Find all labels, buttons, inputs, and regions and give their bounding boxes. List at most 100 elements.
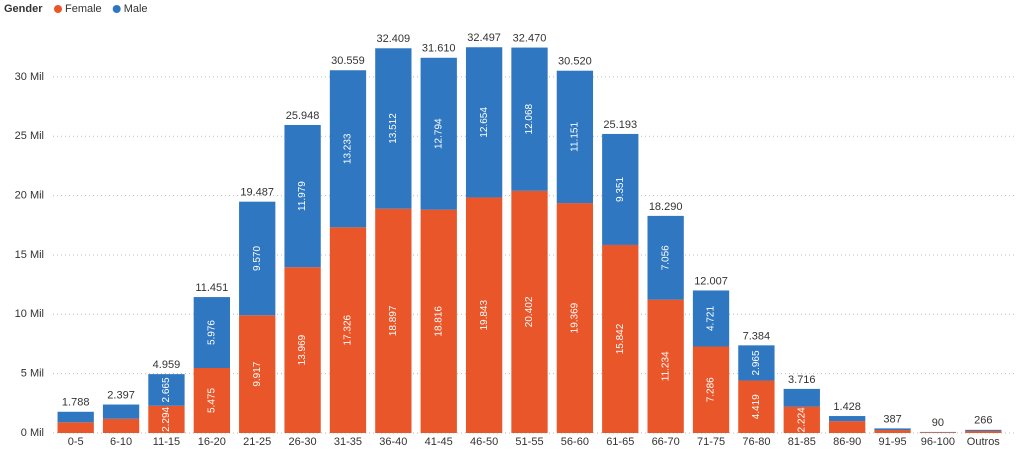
bar-segment [284,124,321,268]
total-label: 32.497 [467,32,501,44]
segment-label: 4.721 [706,306,717,331]
bar-segment [57,411,94,423]
total-label: 30.520 [558,56,592,68]
y-tick-label: 25 Mil [15,130,44,142]
bar-segment [193,297,230,369]
x-tick-label: 46-50 [470,436,498,448]
bar-segment [329,70,367,228]
x-tick-label: 96-100 [921,436,955,448]
segment-label: 11.979 [297,181,308,211]
x-tick-label: Outros [967,436,1001,448]
segment-label: 20.402 [524,296,535,327]
segment-label: 11.151 [570,122,581,152]
bar-segment [57,422,94,433]
bar-segment [465,197,503,433]
y-tick-label: 5 Mil [21,368,44,380]
segment-label: 12.654 [479,107,490,138]
total-label: 7.384 [743,330,771,342]
bar-segment [284,267,321,433]
segment-label: 2.965 [751,350,762,375]
bar-segment [148,374,185,406]
x-tick-label: 81-85 [788,436,816,448]
x-tick-label: 11-15 [153,436,180,448]
x-tick-label: 71-75 [697,436,725,448]
bar-segment [193,368,230,433]
segment-label: 9.351 [615,176,626,201]
x-tick-label: 31-35 [334,436,362,448]
bar-segment [647,215,684,300]
bar-segment [829,421,866,433]
segment-label: 2.665 [161,377,172,402]
total-label: 32.470 [513,32,547,44]
x-tick-label: 36-40 [379,436,407,448]
x-tick-label: 86-90 [833,436,861,448]
bar-segment [511,47,548,191]
bar-segment [965,430,1002,433]
bar-segment [239,201,276,316]
bar-segment [919,432,957,433]
x-tick-label: 91-95 [878,436,906,448]
bar-segment [556,203,594,433]
total-label: 18.290 [649,201,683,213]
y-tick-label: 0 Mil [21,427,44,439]
segment-label: 19.843 [479,299,490,330]
segment-label: 12.068 [524,103,535,134]
segment-label: 4.419 [751,394,762,419]
total-label: 90 [932,417,944,429]
y-tick-label: 20 Mil [15,189,44,201]
total-label: 2.397 [107,389,135,401]
x-tick-label: 6-10 [110,436,132,448]
total-label: 32.409 [377,33,411,45]
segment-label: 15.842 [615,323,626,354]
bar-segment [102,404,140,419]
bar-segment [102,418,140,433]
bar-segment [602,244,639,433]
x-tick-label: 21-25 [243,436,271,448]
bar-segment [692,290,730,347]
x-tick-label: 0-5 [68,436,84,448]
bar-segment [874,428,911,431]
total-label: 25.948 [286,110,320,122]
bar-segment [148,405,185,433]
x-tick-label: 56-60 [561,436,589,448]
total-label: 4.959 [153,359,181,371]
total-label: 19.487 [240,187,274,199]
segment-label: 17.326 [343,314,354,345]
segment-label: 13.512 [388,113,399,144]
segment-label: 13.969 [297,334,308,365]
segment-label: 2.224 [796,407,807,432]
y-tick-label: 30 Mil [15,71,44,83]
legend-swatch [112,5,121,13]
bar-segment [738,380,775,433]
segment-label: 11.234 [660,351,671,381]
y-tick-label: 10 Mil [15,308,44,320]
bar-segment [783,406,820,433]
total-label: 266 [974,415,992,427]
total-label: 12.007 [694,275,728,287]
bar-segment [375,208,412,433]
bar-segment [602,133,639,245]
x-tick-label: 76-80 [742,436,770,448]
total-label: 30.559 [331,55,365,67]
bar-segment [465,47,503,198]
y-tick-label: 15 Mil [15,249,44,261]
legend-label: Female [65,3,102,15]
total-label: 31.610 [422,43,456,55]
bar-segment [375,48,412,209]
total-label: 1.788 [62,397,90,409]
bar-segment [511,190,548,433]
segment-label: 5.475 [206,388,217,413]
x-tick-label: 66-70 [652,436,680,448]
segment-label: 7.056 [660,245,671,270]
bar-segment [556,70,594,204]
segment-label: 9.570 [252,246,263,271]
segment-label: 19.369 [570,302,581,333]
legend-swatch [54,5,62,13]
bar-segment [647,299,684,433]
bar-segment [329,227,367,433]
bar-segment [829,416,866,422]
segment-label: 5.976 [206,320,217,345]
total-label: 3.716 [788,374,816,386]
x-tick-label: 16-20 [198,436,226,448]
